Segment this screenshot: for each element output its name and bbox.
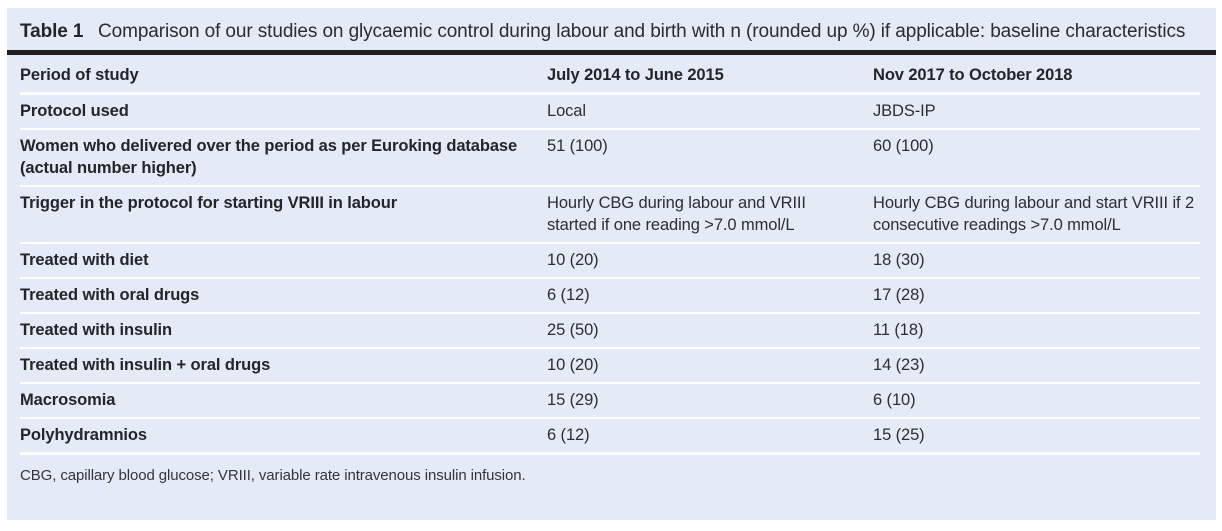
table-row: Polyhydramnios 6 (12) 15 (25): [7, 419, 1216, 452]
cell-study1: 10 (20): [547, 251, 599, 269]
table-header-row: Period of study July 2014 to June 2015 N…: [7, 55, 1216, 92]
row-separator: [20, 417, 1200, 419]
row-separator: [20, 312, 1200, 314]
row-separator: [20, 242, 1200, 244]
cell-study1: 15 (29): [547, 391, 599, 409]
table-panel: Table 1 Comparison of our studies on gly…: [7, 8, 1216, 520]
cell-study2: 17 (28): [873, 286, 925, 304]
row-separator: [20, 185, 1200, 187]
footnote-separator: [20, 452, 1200, 455]
table-row: Trigger in the protocol for starting VRI…: [7, 187, 1216, 242]
cell-study2: 18 (30): [873, 251, 925, 269]
row-label: Women who delivered over the period as p…: [20, 137, 518, 177]
table-footnote: CBG, capillary blood glucose; VRIII, var…: [20, 467, 526, 484]
cell-study1: 6 (12): [547, 286, 590, 304]
table-row: Treated with insulin + oral drugs 10 (20)…: [7, 349, 1216, 382]
table-title: Comparison of our studies on glycaemic c…: [98, 21, 1186, 42]
cell-study1: 10 (20): [547, 356, 599, 374]
cell-study2: 14 (23): [873, 356, 925, 374]
cell-study2: Hourly CBG during labour and start VRIII…: [873, 194, 1195, 234]
column-header-study2: Nov 2017 to October 2018: [873, 66, 1073, 84]
row-label: Protocol used: [20, 102, 129, 120]
table-caption: Table 1 Comparison of our studies on gly…: [7, 8, 1216, 50]
row-separator: [20, 347, 1200, 349]
header-separator: [20, 92, 1200, 95]
row-label: Macrosomia: [20, 391, 116, 409]
table-row: Women who delivered over the period as p…: [7, 130, 1216, 185]
row-label: Treated with insulin + oral drugs: [20, 356, 271, 374]
table-number-label: Table 1: [20, 21, 84, 42]
table-row: Macrosomia 15 (29) 6 (10): [7, 384, 1216, 417]
cell-study1: Hourly CBG during labour and VRIII start…: [547, 194, 806, 234]
row-label: Trigger in the protocol for starting VRI…: [20, 194, 398, 212]
cell-study1: 51 (100): [547, 137, 608, 155]
table-row: Treated with oral drugs 6 (12) 17 (28): [7, 279, 1216, 312]
cell-study1: Local: [547, 102, 586, 120]
column-header-period: Period of study: [20, 66, 139, 84]
table-body: Protocol used Local JBDS-IP Women who deliv…: [7, 95, 1216, 452]
row-label: Treated with insulin: [20, 321, 173, 339]
row-separator: [20, 277, 1200, 279]
row-label: Treated with oral drugs: [20, 286, 200, 304]
cell-study2: 15 (25): [873, 426, 925, 444]
table-row: Protocol used Local JBDS-IP: [7, 95, 1216, 128]
table-row: Treated with diet 10 (20) 18 (30): [7, 244, 1216, 277]
row-separator: [20, 128, 1200, 130]
cell-study2: 60 (100): [873, 137, 934, 155]
row-label: Polyhydramnios: [20, 426, 147, 444]
table-row: Treated with insulin 25 (50) 11 (18): [7, 314, 1216, 347]
row-separator: [20, 382, 1200, 384]
caption-divider-rule: [7, 50, 1216, 55]
row-label: Treated with diet: [20, 251, 149, 269]
cell-study2: 11 (18): [873, 321, 924, 339]
cell-study2: 6 (10): [873, 391, 916, 409]
cell-study2: JBDS-IP: [873, 102, 936, 120]
cell-study1: 6 (12): [547, 426, 590, 444]
cell-study1: 25 (50): [547, 321, 599, 339]
column-header-study1: July 2014 to June 2015: [547, 66, 724, 84]
